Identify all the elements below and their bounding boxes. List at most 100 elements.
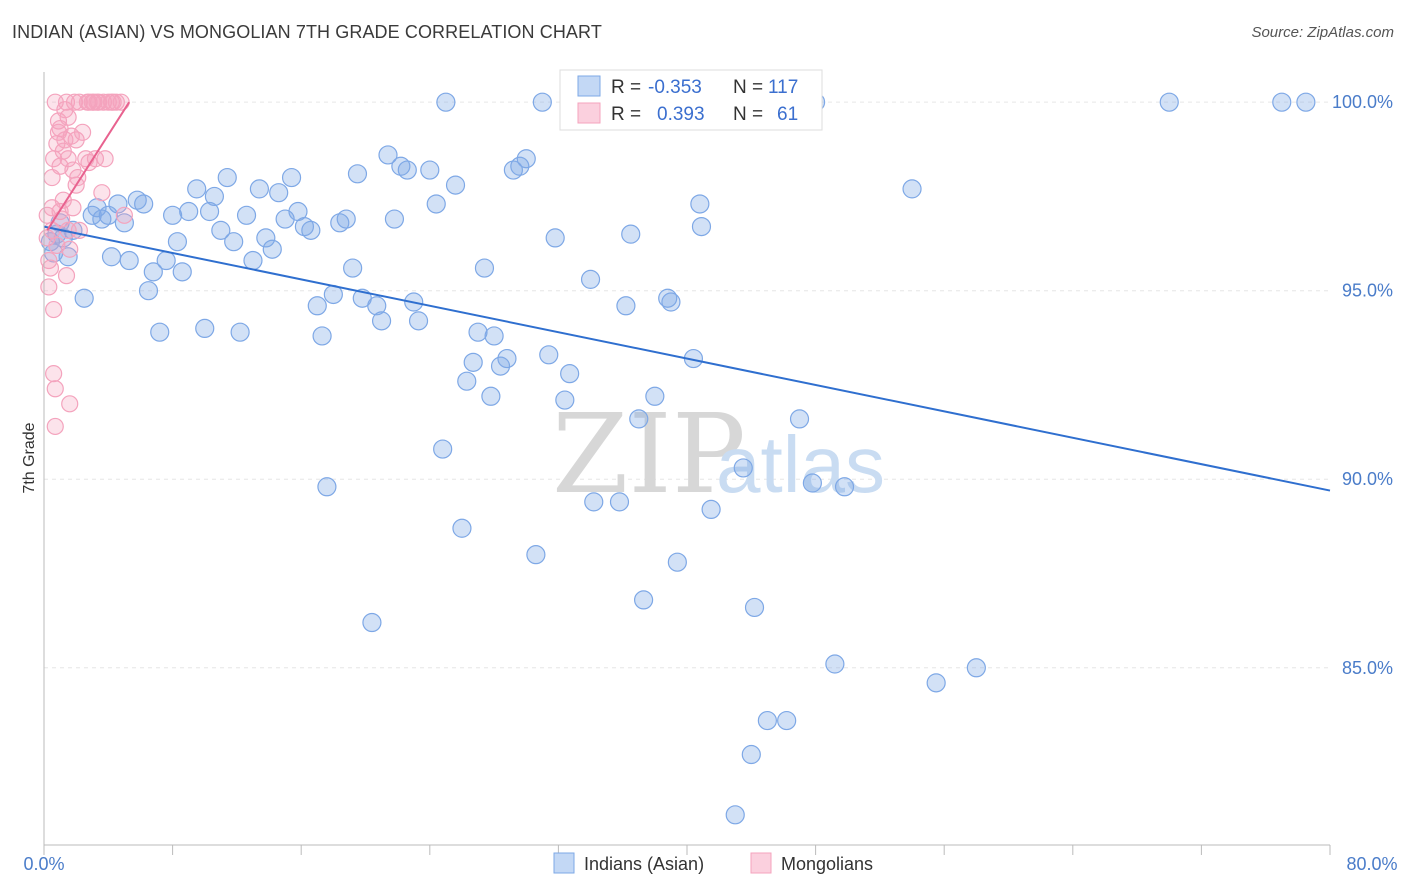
indians-point [343, 258, 363, 278]
indians-point [249, 179, 270, 199]
legend-n-label-indians: N = [733, 77, 763, 98]
indians-point [301, 220, 321, 240]
mongolians-point [59, 108, 77, 126]
indians-point [436, 92, 456, 112]
indians-point [163, 205, 183, 225]
mongolians-point [64, 199, 82, 217]
indians-point [725, 805, 745, 825]
indians-point [621, 224, 641, 244]
mongolians-point [46, 417, 64, 436]
legend-n-value-mongolians: 61 [777, 104, 798, 125]
watermark-zip: ZIP [552, 390, 746, 518]
indians-point [256, 228, 276, 248]
indians-point [490, 356, 511, 376]
indians-point [667, 552, 687, 572]
indians-point [143, 262, 163, 282]
y-tick-label: 100.0% [1332, 92, 1393, 112]
indians-point [629, 409, 649, 429]
chart-title: INDIAN (ASIAN) VS MONGOLIAN 7TH GRADE CO… [12, 22, 602, 42]
indians-point [691, 217, 712, 237]
indians-point [167, 232, 188, 252]
indians-point [195, 318, 215, 339]
legend-r-label-mongolians: R = [611, 104, 641, 125]
indians-point [474, 258, 495, 278]
indians-point [1296, 92, 1316, 112]
indians-point [408, 311, 429, 331]
indians-point [101, 247, 122, 267]
bottom-legend-label-indians: Indians (Asian) [584, 854, 704, 874]
indians-point [230, 322, 250, 342]
indians-point [347, 164, 368, 184]
bottom-legend-swatch-mongolians [750, 852, 772, 874]
indians-point [902, 179, 922, 199]
mongolians-point [48, 236, 66, 255]
mongolians-point [61, 395, 79, 413]
indians-point [658, 288, 678, 308]
indians-point [243, 250, 263, 271]
indians-point [74, 288, 94, 308]
indians-point [484, 326, 504, 346]
indians-point [463, 352, 483, 372]
legend-swatch-mongolians [577, 102, 601, 124]
mongolians-point [90, 93, 108, 111]
indians-point [262, 239, 282, 259]
mongolians-point [59, 150, 77, 168]
mongolians-point [41, 259, 60, 277]
indians-point [560, 364, 580, 384]
indians-point [526, 545, 546, 565]
indians-point [384, 209, 405, 229]
series-legend: Indians (Asian) Mongolians [553, 852, 873, 874]
legend-r-value-indians: -0.353 [648, 77, 702, 98]
mongolians-point [40, 278, 58, 296]
indians-point [926, 673, 946, 693]
indians-point [539, 345, 559, 365]
indians-point [433, 439, 453, 459]
x-tick-label-min: 0.0% [23, 854, 64, 874]
indians-point [777, 710, 797, 731]
indians-point [609, 492, 630, 512]
indians-point [701, 499, 721, 520]
trend-lines [43, 101, 1331, 492]
legend-r-value-mongolians: 0.393 [657, 104, 705, 125]
indians-point [741, 744, 761, 765]
indians-point [420, 160, 440, 180]
indians-point [397, 160, 417, 180]
legend-r-label-indians: R = [611, 77, 641, 98]
mongolians-point [115, 206, 133, 224]
indians-point [307, 296, 327, 316]
indians-point [834, 477, 855, 497]
indians-point [757, 710, 777, 731]
indians-trend-line [43, 225, 1331, 492]
indians-point [336, 209, 356, 229]
source-label: Source: ZipAtlas.com [1251, 24, 1394, 41]
indians-point [445, 175, 466, 195]
indians-point [156, 250, 176, 271]
indians-point [134, 194, 154, 214]
series-indians-points [40, 92, 1316, 825]
mongolians-point [93, 184, 111, 202]
indians-point [497, 348, 517, 369]
indians-point [733, 458, 753, 478]
indians-point [236, 205, 257, 225]
legend-swatch-indians [577, 75, 601, 97]
y-axis-title: 7th Grade [21, 422, 38, 493]
indians-point [199, 201, 220, 222]
indians-point [468, 322, 488, 342]
indians-point [150, 322, 170, 342]
indians-point [371, 311, 392, 331]
indians-point [802, 473, 822, 493]
indians-point [119, 250, 139, 271]
indians-point [481, 386, 501, 406]
indians-point [1272, 92, 1292, 112]
indians-point [187, 179, 207, 199]
indians-point [224, 232, 244, 252]
indians-point [179, 201, 199, 222]
indians-point [362, 612, 382, 633]
watermark: ZIP atlas [552, 390, 885, 518]
indians-point [516, 149, 536, 169]
mongolians-point [107, 93, 125, 111]
watermark-atlas: atlas [716, 420, 885, 509]
mongolians-point [45, 365, 63, 383]
series-mongolians-points [38, 93, 133, 436]
